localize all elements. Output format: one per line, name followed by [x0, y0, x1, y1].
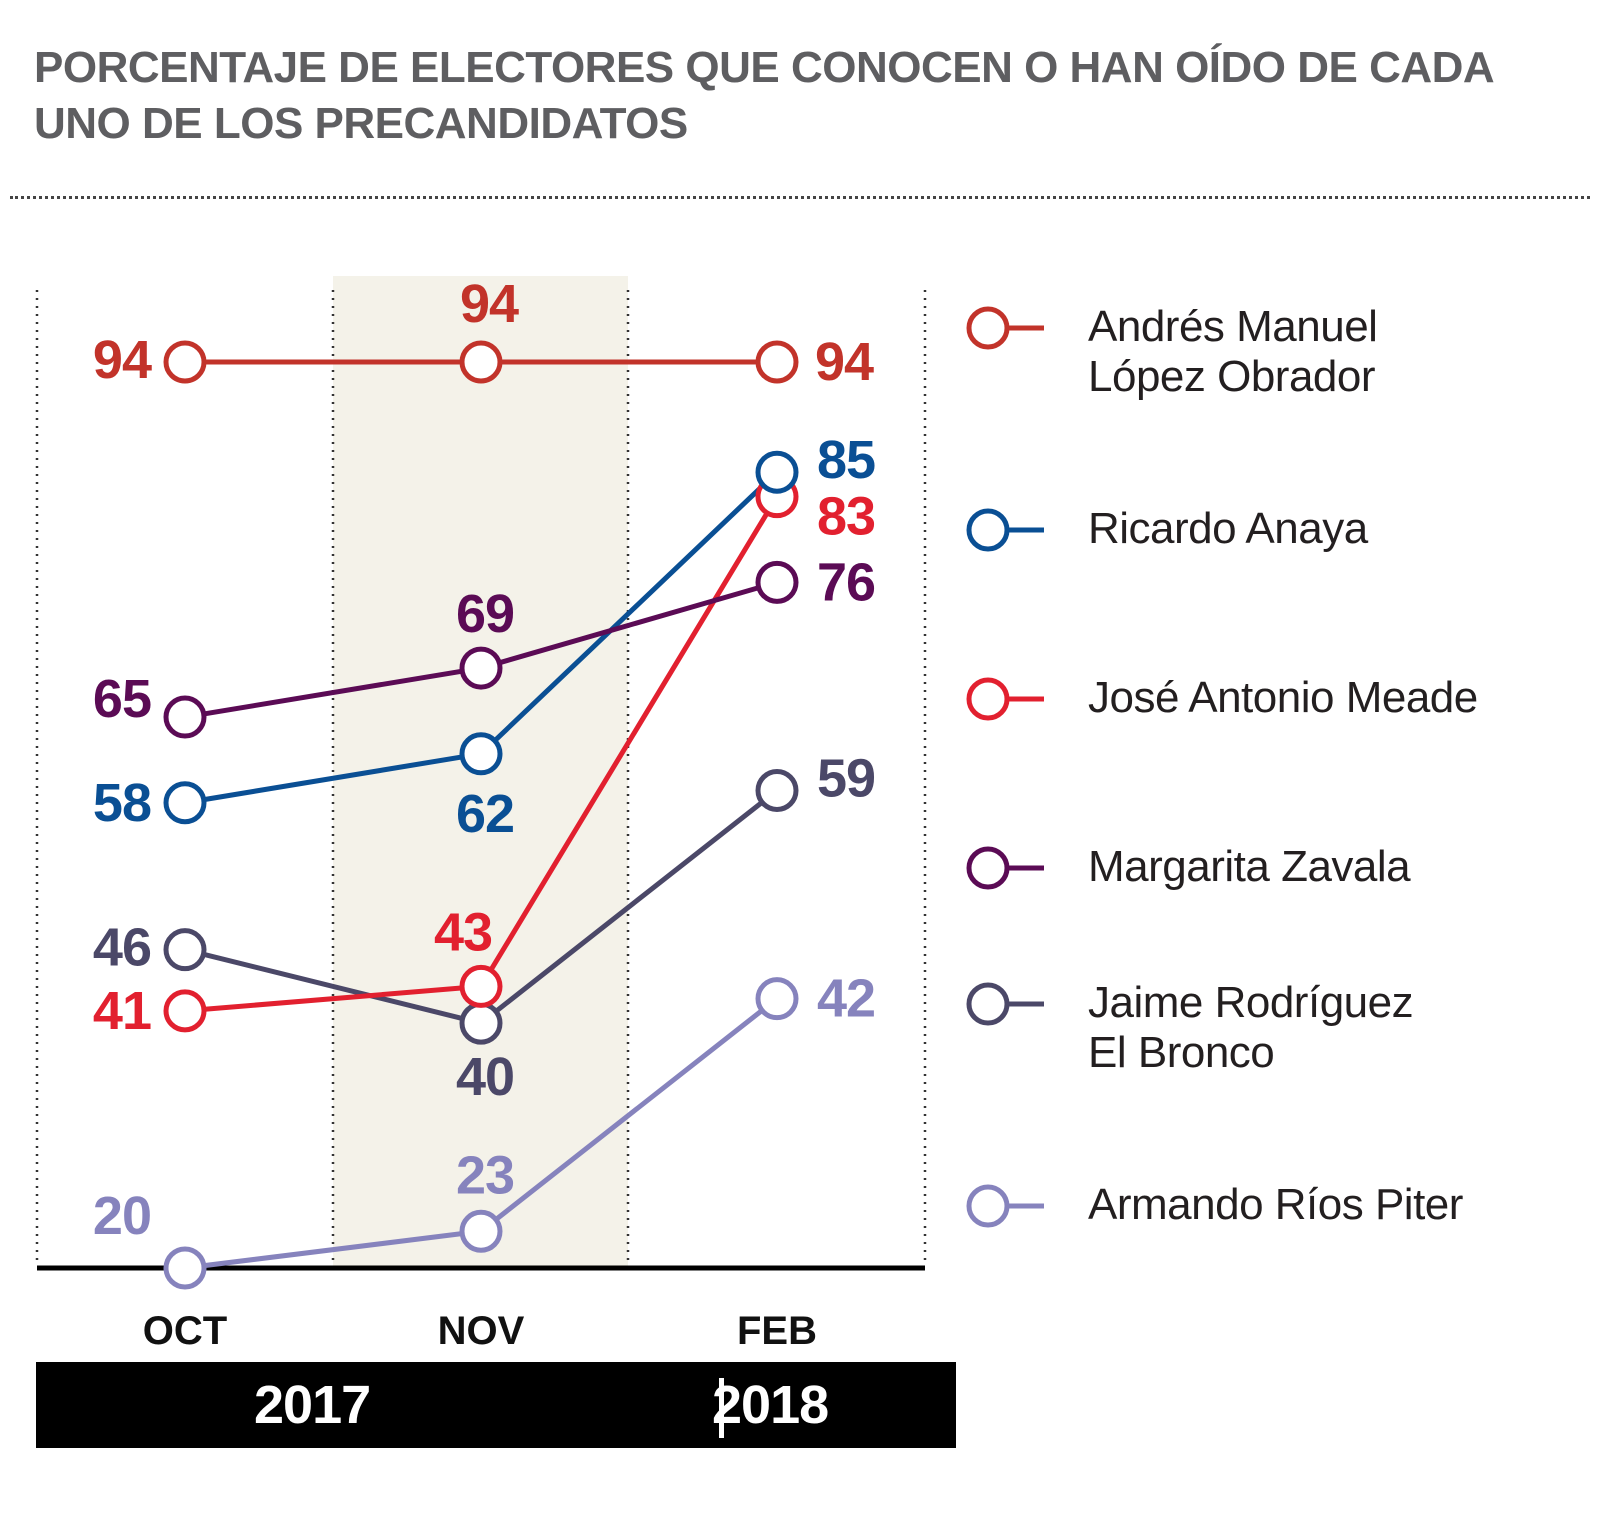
- data-label: 41: [93, 981, 151, 1041]
- legend-label-line1: Jaime Rodríguez: [1088, 978, 1414, 1027]
- data-label: 40: [456, 1047, 514, 1107]
- legend-marker-meade: [966, 677, 1044, 721]
- data-point: [459, 1209, 503, 1253]
- data-point: [163, 989, 207, 1033]
- legend-label-line1: Armando Ríos Piter: [1088, 1180, 1463, 1229]
- title-divider: [10, 196, 1590, 199]
- data-label: 62: [456, 784, 514, 844]
- data-point: [459, 646, 503, 690]
- x-tick-label: OCT: [143, 1309, 227, 1353]
- data-point: [459, 1001, 503, 1045]
- data-point: [755, 450, 799, 494]
- legend-marker-zavala: [966, 846, 1044, 890]
- data-point: [755, 560, 799, 604]
- legend-label-bronco: Jaime Rodríguez El Bronco: [1088, 978, 1568, 1078]
- legend-label-line1: Andrés Manuel: [1088, 302, 1378, 351]
- legend-marker-amlo: [966, 306, 1044, 350]
- legend-circle: [966, 306, 1010, 350]
- data-label: 85: [817, 430, 875, 490]
- legend-label-amlo: Andrés Manuel López Obrador: [1088, 302, 1568, 402]
- data-label: 94: [815, 332, 874, 392]
- legend-label-line2: López Obrador: [1088, 352, 1376, 401]
- legend-label-meade: José Antonio Meade: [1088, 673, 1568, 723]
- legend-circle: [966, 1184, 1010, 1228]
- legend-marker-rios-piter: [966, 1184, 1044, 1228]
- x-tick-label: FEB: [737, 1309, 817, 1353]
- legend-circle: [966, 846, 1010, 890]
- year-bar: 2017 2018: [36, 1362, 956, 1448]
- legend-label-line2: El Bronco: [1088, 1028, 1275, 1077]
- legend-label-line1: José Antonio Meade: [1088, 673, 1478, 722]
- data-point: [459, 732, 503, 776]
- legend-marker-anaya: [966, 508, 1044, 552]
- legend-label-rios-piter: Armando Ríos Piter: [1088, 1180, 1568, 1230]
- year-label-2017: 2017: [254, 1375, 371, 1435]
- data-label: 65: [93, 669, 151, 729]
- legend-label-line1: Ricardo Anaya: [1088, 504, 1368, 553]
- legend-label-line1: Margarita Zavala: [1088, 842, 1411, 891]
- data-label: 20: [93, 1186, 151, 1246]
- data-label: 43: [434, 902, 492, 962]
- data-label: 94: [93, 330, 152, 390]
- data-point: [163, 695, 207, 739]
- data-label: 94: [460, 274, 519, 334]
- data-point: [163, 928, 207, 972]
- data-point: [755, 769, 799, 813]
- data-point: [163, 340, 207, 384]
- data-label: 59: [817, 749, 875, 809]
- legend-circle: [966, 677, 1010, 721]
- data-label: 83: [817, 487, 875, 547]
- legend-circle: [966, 508, 1010, 552]
- data-point: [459, 340, 503, 384]
- chart-title: PORCENTAJE DE ELECTORES QUE CONOCEN O HA…: [34, 43, 1493, 148]
- data-point: [459, 964, 503, 1008]
- legend-label-anaya: Ricardo Anaya: [1088, 504, 1568, 554]
- data-label: 58: [93, 773, 151, 833]
- legend-marker-bronco: [966, 982, 1044, 1026]
- legend-circle: [966, 982, 1010, 1026]
- data-label: 46: [93, 918, 151, 978]
- data-label: 76: [817, 552, 875, 612]
- data-label: 69: [456, 584, 514, 644]
- x-tick-label: NOV: [438, 1309, 525, 1353]
- data-point: [755, 977, 799, 1021]
- data-point: [755, 340, 799, 384]
- data-point: [163, 781, 207, 825]
- data-label: 23: [456, 1145, 514, 1205]
- year-label-2018: 2018: [712, 1375, 829, 1435]
- year-divider: [719, 1378, 724, 1438]
- data-label: 42: [817, 969, 875, 1029]
- data-point: [163, 1246, 207, 1290]
- legend-label-zavala: Margarita Zavala: [1088, 842, 1568, 892]
